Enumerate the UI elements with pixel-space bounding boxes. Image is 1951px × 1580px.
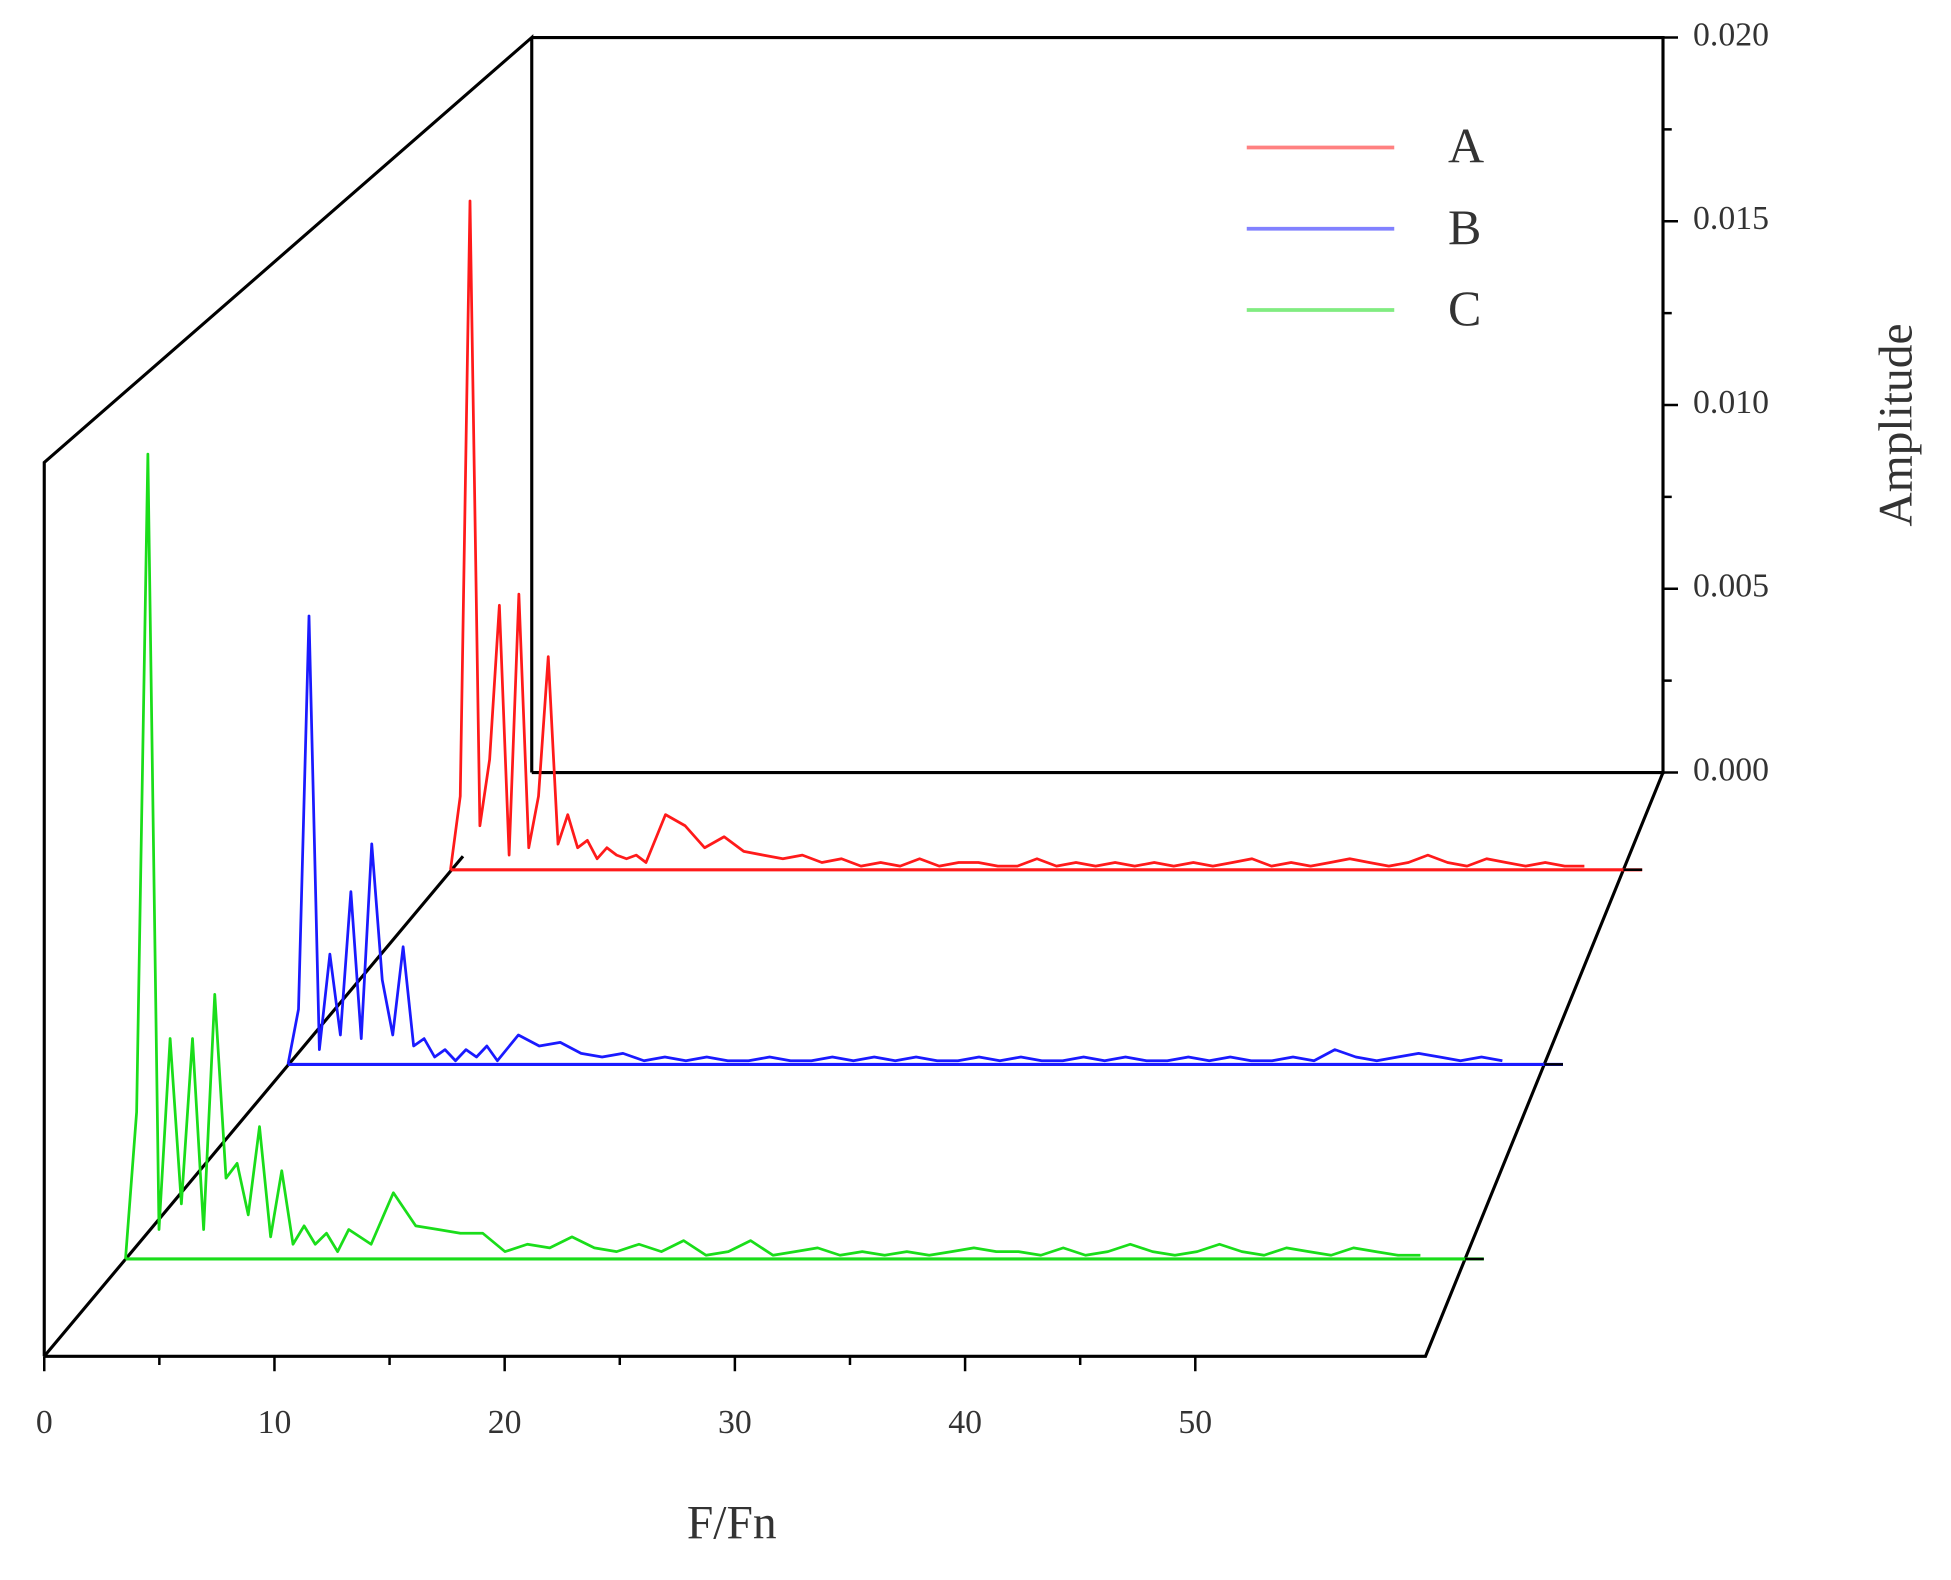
floor-left-edge: [43, 855, 465, 1358]
legend-label: C: [1448, 280, 1481, 336]
y-tick-label: 0.005: [1693, 568, 1769, 605]
left-wall: [42, 34, 534, 1357]
y-tick-label: 0.010: [1693, 384, 1769, 421]
x-axis-title: F/Fn: [687, 1497, 777, 1549]
legend-label: B: [1448, 199, 1481, 255]
x-tick-label: 0: [36, 1404, 53, 1441]
back-wall: [531, 35, 1665, 775]
series-line: [124, 452, 1421, 1260]
y-tick-label: 0.015: [1693, 200, 1769, 237]
x-tick-label: 10: [258, 1404, 292, 1441]
x-tick-label: 50: [1178, 1404, 1212, 1441]
legend-label: A: [1448, 118, 1484, 174]
legend: ABC: [1246, 118, 1484, 336]
x-tick-label: 20: [488, 1404, 522, 1441]
y-tick-label: 0.000: [1693, 751, 1769, 788]
x-tick-label: 30: [718, 1404, 752, 1441]
y-tick-label: 0.020: [1693, 16, 1769, 53]
x-tick-label: 40: [948, 1404, 982, 1441]
series-line: [286, 614, 1503, 1065]
frame: [42, 34, 1665, 1358]
series-line: [449, 199, 1585, 870]
y-axis-title: Amplitude: [1870, 323, 1922, 526]
